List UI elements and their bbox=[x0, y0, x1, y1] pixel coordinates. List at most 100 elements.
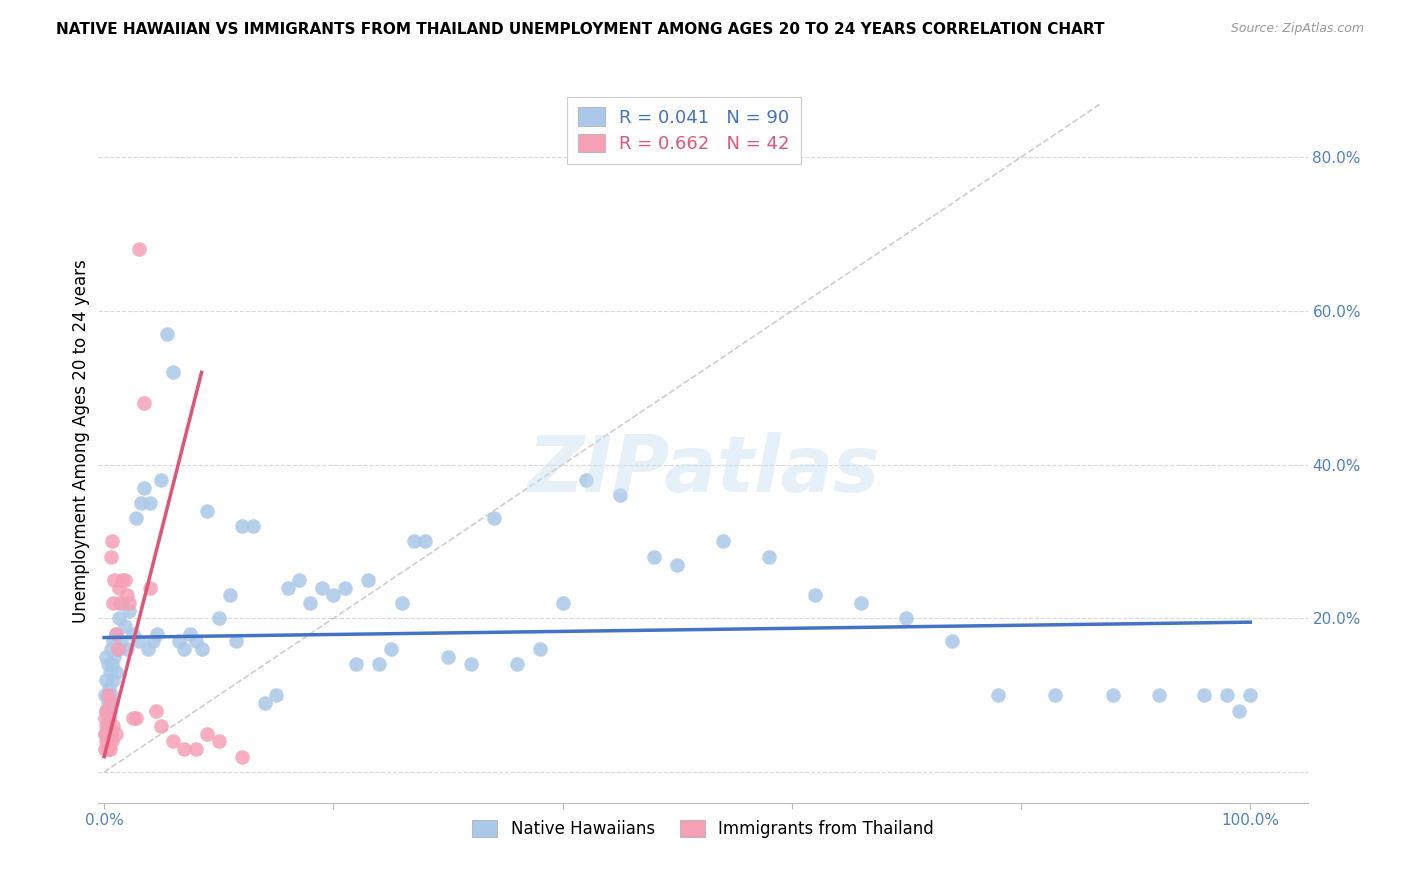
Point bbox=[150, 719, 173, 733]
Point bbox=[121, 626, 143, 640]
Point bbox=[231, 749, 253, 764]
Point bbox=[104, 726, 127, 740]
Point bbox=[1045, 688, 1067, 702]
Point bbox=[103, 634, 125, 648]
Point bbox=[139, 496, 162, 510]
Point bbox=[94, 711, 117, 725]
Point bbox=[103, 649, 125, 664]
Point bbox=[98, 665, 121, 680]
Point bbox=[156, 326, 179, 341]
Point bbox=[125, 511, 148, 525]
Point bbox=[97, 681, 120, 695]
Point bbox=[1147, 688, 1170, 702]
Point bbox=[110, 634, 132, 648]
Point bbox=[184, 742, 207, 756]
Point bbox=[94, 726, 117, 740]
Point bbox=[114, 573, 136, 587]
Point bbox=[104, 626, 127, 640]
Point bbox=[107, 642, 129, 657]
Point bbox=[311, 581, 333, 595]
Point bbox=[108, 581, 131, 595]
Point bbox=[103, 719, 125, 733]
Point bbox=[97, 742, 120, 756]
Point bbox=[322, 588, 344, 602]
Point bbox=[114, 619, 136, 633]
Point bbox=[139, 581, 162, 595]
Point bbox=[96, 704, 118, 718]
Point bbox=[896, 611, 918, 625]
Text: NATIVE HAWAIIAN VS IMMIGRANTS FROM THAILAND UNEMPLOYMENT AMONG AGES 20 TO 24 YEA: NATIVE HAWAIIAN VS IMMIGRANTS FROM THAIL… bbox=[56, 22, 1105, 37]
Point bbox=[145, 704, 167, 718]
Point bbox=[111, 573, 134, 587]
Point bbox=[1216, 688, 1239, 702]
Point bbox=[136, 642, 159, 657]
Point bbox=[150, 473, 173, 487]
Point bbox=[643, 549, 665, 564]
Point bbox=[98, 696, 121, 710]
Point bbox=[437, 649, 460, 664]
Point bbox=[941, 634, 963, 648]
Point bbox=[277, 581, 299, 595]
Y-axis label: Unemployment Among Ages 20 to 24 years: Unemployment Among Ages 20 to 24 years bbox=[72, 260, 90, 624]
Point bbox=[128, 243, 150, 257]
Point bbox=[195, 726, 218, 740]
Point bbox=[574, 473, 596, 487]
Point bbox=[987, 688, 1010, 702]
Point bbox=[98, 742, 121, 756]
Point bbox=[167, 634, 190, 648]
Point bbox=[111, 596, 134, 610]
Point bbox=[162, 365, 184, 379]
Point bbox=[264, 688, 287, 702]
Point bbox=[609, 488, 631, 502]
Point bbox=[96, 734, 118, 748]
Point bbox=[100, 642, 122, 657]
Point bbox=[711, 534, 734, 549]
Point bbox=[97, 711, 120, 725]
Point bbox=[402, 534, 425, 549]
Point bbox=[299, 596, 322, 610]
Point bbox=[115, 588, 138, 602]
Text: Source: ZipAtlas.com: Source: ZipAtlas.com bbox=[1230, 22, 1364, 36]
Point bbox=[100, 688, 122, 702]
Legend: Native Hawaiians, Immigrants from Thailand: Native Hawaiians, Immigrants from Thaila… bbox=[465, 814, 941, 845]
Point bbox=[368, 657, 391, 672]
Point bbox=[134, 481, 156, 495]
Point bbox=[128, 634, 150, 648]
Point bbox=[97, 711, 120, 725]
Point bbox=[101, 696, 124, 710]
Point bbox=[129, 496, 152, 510]
Point bbox=[1101, 688, 1123, 702]
Point bbox=[849, 596, 872, 610]
Point bbox=[219, 588, 242, 602]
Point bbox=[100, 549, 122, 564]
Point bbox=[97, 726, 120, 740]
Point bbox=[666, 558, 689, 572]
Point bbox=[173, 742, 195, 756]
Point bbox=[195, 504, 218, 518]
Point bbox=[506, 657, 529, 672]
Point bbox=[1194, 688, 1216, 702]
Point bbox=[101, 534, 124, 549]
Point bbox=[142, 634, 165, 648]
Point bbox=[100, 726, 122, 740]
Point bbox=[103, 673, 125, 687]
Point bbox=[288, 573, 311, 587]
Point bbox=[118, 596, 141, 610]
Point bbox=[333, 581, 356, 595]
Point bbox=[104, 665, 127, 680]
Point bbox=[208, 734, 231, 748]
Point bbox=[162, 734, 184, 748]
Point bbox=[97, 696, 120, 710]
Point bbox=[380, 642, 402, 657]
Point bbox=[242, 519, 264, 533]
Text: ZIPatlas: ZIPatlas bbox=[527, 433, 879, 508]
Point bbox=[104, 626, 127, 640]
Point bbox=[96, 649, 118, 664]
Point bbox=[208, 611, 231, 625]
Point bbox=[96, 673, 118, 687]
Point bbox=[344, 657, 367, 672]
Point bbox=[97, 657, 120, 672]
Point bbox=[1227, 704, 1250, 718]
Point bbox=[118, 604, 141, 618]
Point bbox=[96, 719, 118, 733]
